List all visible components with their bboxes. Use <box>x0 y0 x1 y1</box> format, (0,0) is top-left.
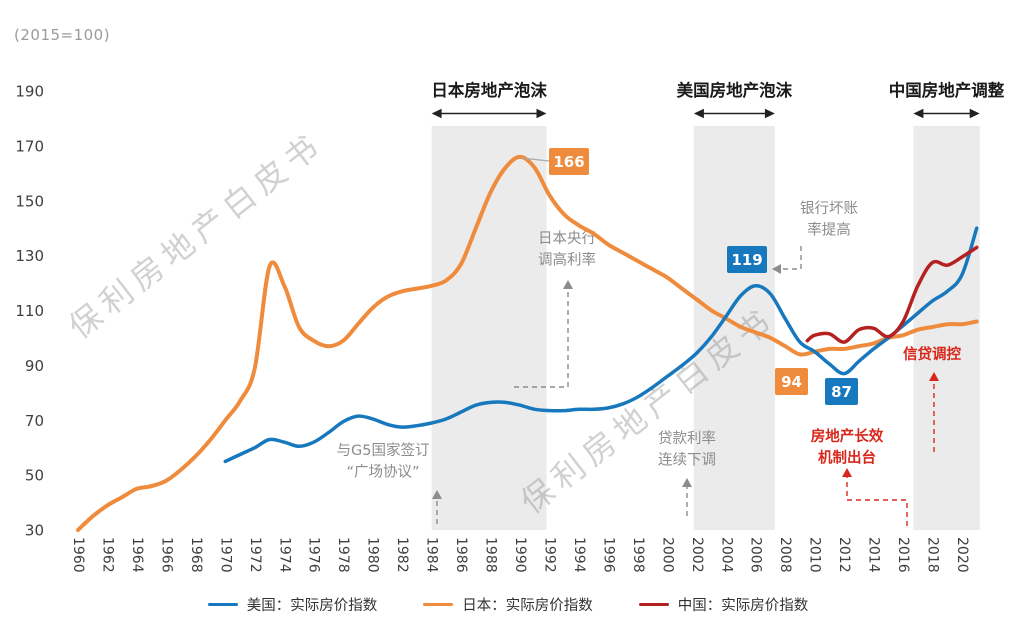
band-label-1: 美国房地产泡沫 <box>677 80 793 100</box>
x-tick-2016: 2016 <box>895 537 911 573</box>
x-tick-1972: 1972 <box>247 537 263 573</box>
callout-box-94 <box>775 368 808 395</box>
y-tick-50: 50 <box>25 467 44 485</box>
x-tick-2004: 2004 <box>718 537 734 573</box>
band-arrow-left-icon-1 <box>693 108 704 119</box>
legend-swatch-us <box>207 602 238 607</box>
y-tick-130: 130 <box>15 247 44 265</box>
x-tick-1990: 1990 <box>512 537 528 573</box>
legend-item-jp: 日本：实际房价指数 <box>423 594 593 615</box>
band-arrow-left-icon-0 <box>431 108 442 119</box>
annotation-arrowhead-icon-bank-bad-debt <box>772 264 781 274</box>
axis-layer: 190 170 150 130 110 90 70 50 30 1960 1962 1964 1966 1… <box>15 83 970 573</box>
legend-label-us: 美国：实际房价指数 <box>246 598 378 614</box>
band-region-0 <box>431 126 547 530</box>
x-tick-2010: 2010 <box>807 537 823 573</box>
legend-item-cn: 中国：实际房价指数 <box>638 594 809 615</box>
callout-box-119 <box>727 246 767 273</box>
x-tick-1960: 1960 <box>70 537 86 573</box>
callouts-layer: 166 119 94 87 <box>521 148 858 405</box>
legend-swatch-cn <box>638 602 669 607</box>
x-tick-2000: 2000 <box>659 537 675 573</box>
annotation-text-plaza-accord: 与G5国家签订“广场协议” <box>337 442 430 481</box>
annotation-arrowhead-icon-long-term-mechanism <box>842 468 852 477</box>
callout-box-87 <box>825 378 858 405</box>
legend-label-jp: 日本：实际房价指数 <box>462 598 593 614</box>
legend: 美国：实际房价指数 日本：实际房价指数 中国：实际房价指数 <box>0 594 1016 615</box>
x-tick-1994: 1994 <box>571 537 587 573</box>
x-tick-1974: 1974 <box>276 537 292 573</box>
x-tick-1996: 1996 <box>600 537 616 573</box>
y-tick-90: 90 <box>25 357 44 375</box>
x-tick-2020: 2020 <box>954 537 970 573</box>
x-tick-1970: 1970 <box>217 537 233 573</box>
x-tick-1986: 1986 <box>453 537 469 573</box>
band-arrow-left-icon-2 <box>913 108 924 119</box>
y-tick-110: 110 <box>15 302 44 320</box>
callout-value-87: 87 <box>831 383 852 401</box>
callout-box-166 <box>549 148 589 175</box>
annotation-arrow-boj-rate-hike <box>514 282 569 388</box>
annotation-arrowhead-icon-plaza-accord <box>432 490 442 499</box>
band-labels-layer: 日本房地产泡沫 美国房地产泡沫 中国房地产调整 <box>431 80 1005 119</box>
legend-item-us: 美国：实际房价指数 <box>207 594 378 615</box>
x-tick-1962: 1962 <box>100 537 116 573</box>
y-tick-150: 150 <box>15 192 44 210</box>
legend-swatch-jp <box>423 602 454 607</box>
x-tick-2018: 2018 <box>925 537 941 573</box>
x-tick-2008: 2008 <box>777 537 793 573</box>
x-tick-1980: 1980 <box>365 537 381 573</box>
annotation-arrowhead-icon-loan-rate-cuts <box>682 478 692 487</box>
x-tick-1966: 1966 <box>158 537 174 573</box>
x-tick-1968: 1968 <box>188 537 204 573</box>
x-tick-1982: 1982 <box>394 537 410 573</box>
annotation-text-long-term-mechanism: 房地产长效机制出台 <box>811 427 884 467</box>
series-line-us <box>223 226 979 464</box>
x-tick-1998: 1998 <box>630 537 646 573</box>
x-tick-2014: 2014 <box>866 537 882 573</box>
y-tick-30: 30 <box>25 522 44 540</box>
band-arrow-right-icon-1 <box>764 108 775 119</box>
annotation-text-credit-regulation: 信贷调控 <box>903 345 961 363</box>
annotation-arrowhead-icon-boj-rate-hike <box>563 280 573 289</box>
x-tick-2012: 2012 <box>836 537 852 573</box>
band-region-1 <box>693 126 775 530</box>
x-tick-2002: 2002 <box>689 537 705 573</box>
callout-value-166: 166 <box>553 153 584 171</box>
annotation-text-loan-rate-cuts: 贷款利率连续下调 <box>658 430 716 469</box>
x-tick-1984: 1984 <box>424 537 440 573</box>
annotation-text-boj-rate-hike: 日本央行调高利率 <box>538 230 596 269</box>
x-tick-1992: 1992 <box>542 537 558 573</box>
x-tick-1976: 1976 <box>306 537 322 573</box>
legend-label-cn: 中国：实际房价指数 <box>677 598 809 614</box>
band-label-2: 中国房地产调整 <box>889 80 1005 100</box>
y-tick-70: 70 <box>25 412 44 430</box>
x-tick-1964: 1964 <box>129 537 145 573</box>
annotation-arrowhead-icon-credit-regulation <box>929 372 939 381</box>
annotation-text-bank-bad-debt: 银行坏账率提高 <box>800 200 858 239</box>
y-tick-190: 190 <box>15 83 44 101</box>
callout-value-119: 119 <box>731 251 762 269</box>
band-label-0: 日本房地产泡沫 <box>431 80 547 100</box>
index-base-note: (2015=100) <box>14 26 111 44</box>
band-arrow-right-icon-0 <box>536 108 547 119</box>
series-line-cn <box>805 245 979 344</box>
x-tick-2006: 2006 <box>748 537 764 573</box>
band-arrow-right-icon-2 <box>969 108 980 119</box>
y-tick-170: 170 <box>15 137 44 155</box>
x-tick-1978: 1978 <box>335 537 351 573</box>
callout-connector-166 <box>521 157 550 162</box>
callout-value-94: 94 <box>781 373 802 391</box>
watermark-text-0: 保利房地产白皮书 <box>62 124 331 346</box>
x-tick-1988: 1988 <box>483 537 499 573</box>
annotation-arrow-long-term-mechanism <box>846 470 908 526</box>
annotation-arrow-bank-bad-debt <box>774 246 802 270</box>
